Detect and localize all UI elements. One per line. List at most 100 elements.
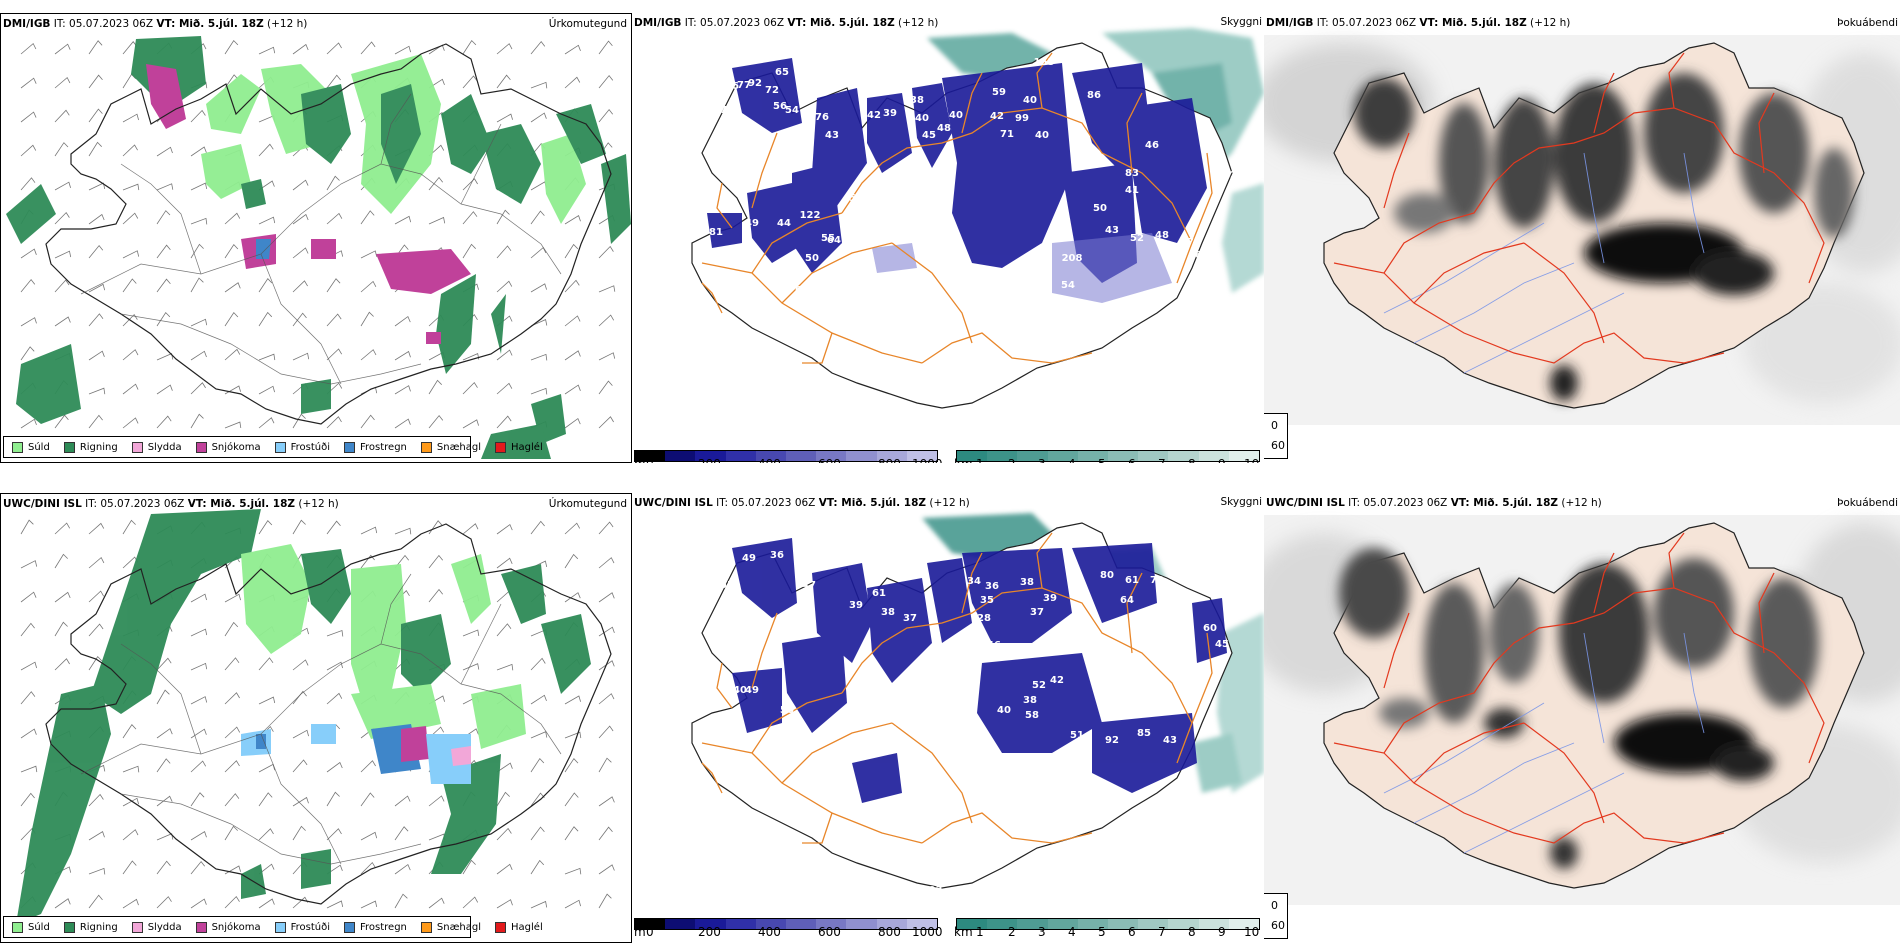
cloud-base-ticks-bottom: m 0 200 400 600 800 1000 xyxy=(634,925,943,939)
wind-barb xyxy=(88,213,105,225)
wind-barb xyxy=(190,830,207,841)
wind-barb xyxy=(462,178,478,191)
wind-barb xyxy=(54,591,71,603)
fog-legend-bottom: 0 60 xyxy=(1264,893,1288,939)
wind-barb xyxy=(20,177,36,191)
wind-barb xyxy=(530,181,547,191)
wind-barb xyxy=(360,349,377,361)
wind-barb xyxy=(190,760,207,773)
cloud-base-label: 52 xyxy=(1032,680,1046,691)
wind-barb xyxy=(190,350,207,361)
wind-barb xyxy=(122,383,139,395)
wind-barb xyxy=(598,757,612,773)
wind-barb xyxy=(88,141,102,157)
wind-barb xyxy=(598,285,616,293)
wind-barb xyxy=(88,74,103,89)
cloud-base-label: 42 xyxy=(1050,675,1064,686)
cloud-title-top: DMI/IGB IT: 05.07.2023 06Z VT: Mið. 5.jú… xyxy=(634,17,939,29)
precip-legend-top: Súld Rigning Slydda Snjókoma Frostúði Fr… xyxy=(3,436,543,458)
wind-barb xyxy=(564,522,581,535)
fog-indicator-map-top: DMI/IGB IT: 05.07.2023 06Z VT: Mið. 5.jú… xyxy=(1264,13,1900,463)
wind-barb xyxy=(462,381,478,395)
wind-barb xyxy=(326,278,341,293)
wind-barb xyxy=(88,522,105,535)
wind-barb xyxy=(326,900,344,909)
wind-barb xyxy=(292,690,307,705)
wind-barb xyxy=(598,352,616,361)
fog-title-top: DMI/IGB IT: 05.07.2023 06Z VT: Mið. 5.jú… xyxy=(1266,17,1571,29)
cloud-base-label: 45 xyxy=(922,130,936,141)
wind-barb xyxy=(122,724,137,739)
wind-barb xyxy=(88,830,105,841)
wind-barb xyxy=(224,760,240,773)
wind-barb xyxy=(88,655,103,671)
cloud-base-label: 26 xyxy=(1230,170,1244,181)
wind-barb xyxy=(598,826,613,841)
visibility-colorbar-bottom xyxy=(956,918,1260,930)
wind-barb xyxy=(156,728,173,739)
wind-barb xyxy=(326,761,343,773)
cloud-base-label: 99 xyxy=(1015,113,1029,124)
wind-barb xyxy=(564,279,580,293)
wind-barb xyxy=(88,40,103,55)
visibility-colorbar-top xyxy=(956,450,1260,462)
wind-barb xyxy=(564,214,581,225)
wind-barb xyxy=(156,183,174,191)
wind-barb xyxy=(530,112,547,123)
cloud-base-label: 34 xyxy=(967,576,981,587)
cloud-base-label: 38 xyxy=(1023,695,1037,706)
wind-barb xyxy=(564,315,581,327)
wind-barb xyxy=(496,663,514,671)
wind-barb xyxy=(428,588,444,603)
legend-item: Haglél xyxy=(495,921,543,933)
wind-barb xyxy=(122,349,139,361)
cloud-base-label: 55 xyxy=(720,580,734,591)
wind-barb xyxy=(292,247,309,259)
cloud-base-label: 44 xyxy=(777,218,791,229)
wind-barb xyxy=(156,244,171,259)
wind-barb xyxy=(496,791,510,807)
cloud-base-label: 40 xyxy=(949,110,963,121)
wind-barb xyxy=(122,898,139,909)
wind-barb xyxy=(292,352,310,361)
wind-barb xyxy=(122,113,139,123)
cloud-base-label: 92 xyxy=(748,78,762,89)
cloud-base-label: 56 xyxy=(773,101,787,112)
wind-barb xyxy=(88,387,106,395)
wind-barb xyxy=(156,758,171,773)
wind-barb xyxy=(598,626,615,637)
cloud-base-label: 42 xyxy=(990,111,1004,122)
cloud-base-label: 46 xyxy=(987,640,1001,651)
wind-barb xyxy=(156,833,174,841)
wind-barb xyxy=(88,108,103,123)
wind-barb xyxy=(564,867,582,875)
wind-barb xyxy=(360,526,378,535)
legend-item: Frostúði xyxy=(274,441,330,453)
wind-barb xyxy=(20,77,37,89)
cloud-base-label: 34 xyxy=(893,192,907,203)
wind-barb xyxy=(190,318,208,327)
wind-barb xyxy=(156,311,171,327)
cloud-base-label: 68 xyxy=(887,700,901,711)
wind-barb xyxy=(394,527,412,535)
wind-barb xyxy=(598,521,614,535)
wind-barb xyxy=(496,762,513,773)
cloud-base-label: 52 xyxy=(1130,233,1144,244)
wind-barb xyxy=(598,725,614,739)
cloud-base-label: 58 xyxy=(1025,710,1039,721)
precip-legend-bottom: Súld Rigning Slydda Snjókoma Frostúði Fr… xyxy=(3,916,543,938)
cloud-base-label: 50 xyxy=(780,705,794,716)
wind-barb xyxy=(88,623,104,637)
cloud-base-label: 47 xyxy=(802,580,816,591)
cloud-base-label: 38 xyxy=(910,95,924,106)
wind-barb xyxy=(564,792,579,807)
wind-barb xyxy=(428,216,446,225)
fog-legend-top: 0 60 xyxy=(1264,413,1288,459)
cloud-base-label: 40 xyxy=(733,685,747,696)
wind-barb xyxy=(326,212,343,225)
wind-barb xyxy=(224,657,240,671)
wind-barb xyxy=(20,278,36,293)
wind-barb xyxy=(360,900,378,909)
wind-barb xyxy=(54,250,72,259)
